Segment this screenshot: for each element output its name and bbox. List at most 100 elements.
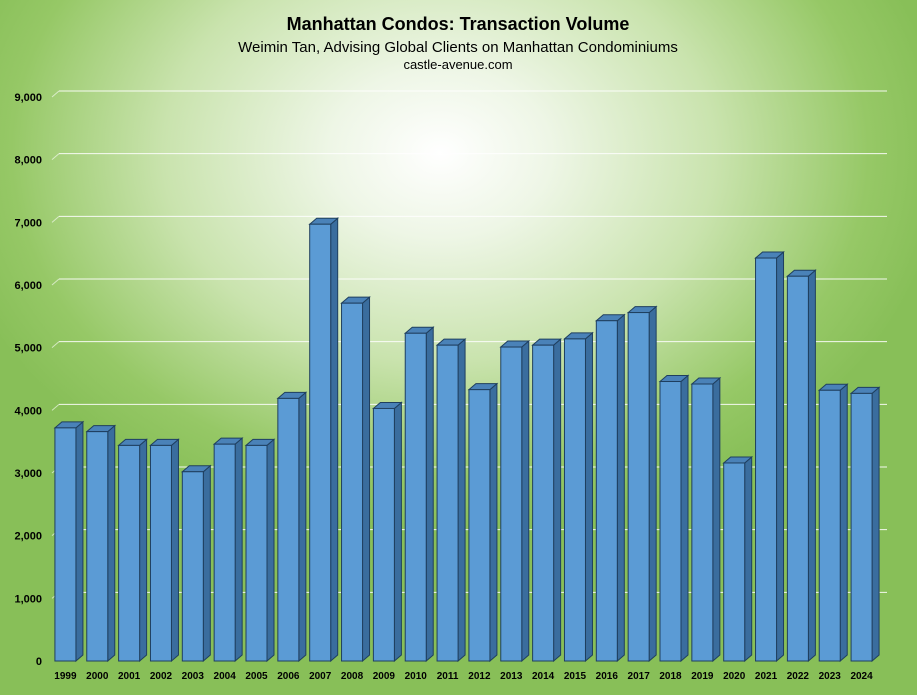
bar-side: [330, 217, 339, 663]
bar-front: [149, 444, 172, 662]
x-tick-label: 2005: [245, 671, 268, 682]
bar-side: [648, 305, 657, 663]
bar-side: [712, 376, 721, 663]
gridline-depth-8000: [51, 153, 60, 161]
bar-front: [213, 443, 236, 662]
bar-front: [181, 471, 204, 662]
bar-front: [54, 427, 77, 662]
bar-front: [404, 332, 427, 662]
bar-2017: [626, 305, 658, 663]
y-tick-label: 7,000: [14, 217, 42, 229]
bar-front: [532, 344, 555, 662]
bar-2016: [594, 313, 626, 663]
bar-2000: [85, 424, 117, 663]
y-axis-ticks: 0 1,000 2,000 3,000 4,000 5,000 6,000 7,000 8,00…: [14, 92, 42, 668]
bar-front: [659, 381, 682, 662]
x-tick-label: 2001: [118, 671, 141, 682]
bar-side: [839, 383, 848, 663]
x-tick-label: 2019: [691, 671, 714, 682]
y-tick-label: 6,000: [14, 280, 42, 292]
bar-2019: [690, 376, 722, 663]
x-tick-label: 2003: [182, 671, 205, 682]
chart-subtitle: Weimin Tan, Advising Global Clients on M…: [238, 39, 678, 56]
bar-side: [139, 438, 148, 663]
bar-front: [723, 462, 746, 662]
bar-side: [489, 382, 498, 663]
bar-2006: [276, 391, 308, 663]
bar-side: [393, 401, 402, 663]
bar-2007: [308, 217, 340, 663]
bar-2010: [403, 326, 435, 663]
x-tick-label: 2021: [755, 671, 778, 682]
bar-side: [616, 313, 625, 663]
bar-front: [86, 431, 109, 662]
bar-front: [277, 397, 300, 662]
bar-side: [202, 464, 211, 663]
x-tick-label: 2000: [86, 671, 109, 682]
bar-side: [744, 455, 753, 663]
bar-front: [595, 320, 618, 662]
bar-2008: [340, 296, 371, 663]
x-tick-label: 2018: [659, 671, 682, 682]
bar-2021: [754, 250, 785, 663]
bar-2002: [149, 438, 180, 663]
x-tick-label: 2010: [405, 671, 428, 682]
x-tick-label: 2023: [819, 671, 842, 682]
bar-side: [266, 438, 275, 663]
gridline-depth-6000: [51, 278, 60, 286]
bar-side: [234, 437, 243, 663]
bar-2023: [817, 383, 849, 663]
y-tick-label: 2,000: [14, 531, 42, 543]
x-tick-label: 2002: [150, 671, 173, 682]
bar-side: [776, 250, 785, 663]
bar-front: [500, 346, 523, 662]
x-tick-label: 2020: [723, 671, 746, 682]
x-tick-label: 2017: [628, 671, 651, 682]
bar-2011: [435, 338, 467, 663]
x-tick-label: 2016: [596, 671, 619, 682]
bar-side: [584, 331, 593, 663]
bar-side: [362, 296, 371, 663]
bar-front: [755, 257, 778, 662]
x-tick-label: 2022: [787, 671, 810, 682]
x-tick-label: 2007: [309, 671, 332, 682]
bar-front: [245, 444, 268, 662]
bar-front: [341, 302, 364, 662]
y-tick-label: 0: [36, 656, 42, 668]
bar-side: [871, 386, 880, 663]
bar-2024: [849, 386, 881, 663]
bar-side: [521, 339, 530, 663]
x-axis-ticks: 1999 2000 2001 2002 2003 2004 2005 2006 2007 2008…: [54, 671, 873, 682]
bar-front: [468, 389, 491, 662]
bar-2013: [499, 339, 531, 663]
bar-side: [457, 338, 466, 663]
gridline-depth-4000: [51, 403, 60, 411]
x-tick-label: 2008: [341, 671, 364, 682]
chart-source: castle-avenue.com: [403, 57, 512, 72]
bar-front: [691, 383, 714, 662]
bar-2001: [117, 438, 148, 663]
bar-2005: [244, 438, 276, 663]
bar-2012: [467, 382, 499, 663]
x-tick-label: 2012: [468, 671, 491, 682]
y-tick-label: 5,000: [14, 343, 42, 355]
x-tick-label: 2014: [532, 671, 555, 682]
y-tick-label: 1,000: [14, 593, 42, 605]
bar-1999: [53, 420, 85, 663]
bar-2015: [563, 331, 594, 663]
bar-front: [818, 389, 841, 662]
chart-title: Manhattan Condos: Transaction Volume: [287, 14, 630, 34]
bar-front: [563, 338, 586, 662]
bar-front: [786, 275, 809, 662]
bar-2009: [372, 401, 403, 663]
x-tick-label: 2009: [373, 671, 396, 682]
bar-front: [372, 407, 395, 662]
bar-side: [170, 438, 179, 663]
gridline-depth-9000: [51, 90, 60, 98]
bar-2018: [658, 374, 690, 663]
bar-side: [107, 424, 116, 663]
bar-front: [118, 444, 141, 662]
y-tick-label: 9,000: [14, 92, 42, 104]
